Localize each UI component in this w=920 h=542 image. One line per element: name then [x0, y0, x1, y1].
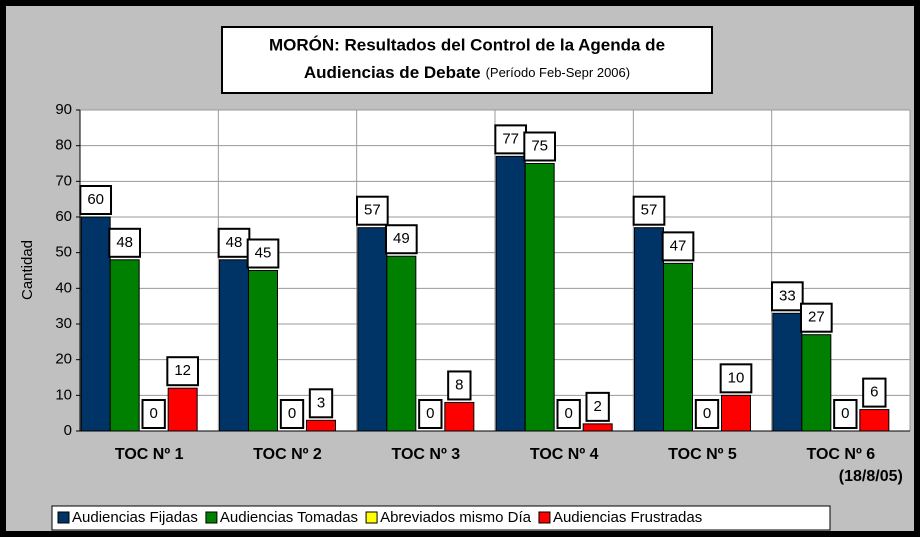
data-label-box [862, 377, 887, 408]
data-label: 57 [641, 202, 658, 219]
y-tick-label: 70 [55, 172, 72, 189]
data-label-box [217, 227, 251, 258]
data-label-box [418, 399, 443, 429]
data-label-box [279, 399, 305, 429]
legend-box [51, 505, 831, 531]
bar [524, 163, 555, 432]
legend-swatch [538, 511, 551, 524]
bar [357, 227, 388, 432]
y-tick-label: 50 [55, 244, 72, 261]
data-label: 57 [364, 202, 381, 219]
data-label-box [384, 224, 418, 255]
y-tick-label: 90 [55, 101, 72, 118]
x-tick-label: TOC Nº 6 (18/8/05) [806, 446, 902, 485]
x-tick-label: TOC Nº 3 [391, 446, 460, 463]
data-label: 0 [288, 405, 296, 422]
data-label: 3 [317, 394, 325, 411]
data-label: 0 [703, 405, 711, 422]
data-label-box [494, 124, 528, 155]
data-label: 0 [564, 405, 572, 422]
bar [167, 387, 198, 432]
x-tick-label: TOC Nº 5 [668, 446, 737, 463]
chart-subtitle: (Período Feb-Sepr 2006) [486, 65, 631, 80]
bar [109, 259, 140, 432]
legend-label: Audiencias Tomadas [220, 509, 358, 526]
bar [721, 394, 751, 432]
data-label: 33 [779, 287, 796, 304]
data-label-box [308, 388, 334, 419]
title-box [221, 26, 713, 94]
legend-swatch [57, 511, 70, 524]
data-label-box [166, 356, 200, 387]
data-label-box [585, 391, 610, 422]
bar [248, 270, 278, 432]
data-label: 8 [455, 376, 463, 393]
chart-title-line: Audiencias de Debate (Período Feb-Sepr 20… [304, 63, 630, 82]
legend-swatch [365, 511, 378, 524]
bar [495, 155, 526, 432]
data-label: 47 [670, 237, 687, 254]
data-label-box [556, 399, 581, 429]
y-tick-label: 40 [55, 279, 72, 296]
data-label-box [79, 185, 113, 215]
x-tick-label: TOC Nº 1 [115, 446, 184, 463]
chart-title: MORÓN: Resultados del Control de la Agen… [269, 35, 665, 54]
legend-swatch [205, 511, 218, 524]
bar [859, 409, 890, 432]
y-tick-label: 20 [55, 351, 72, 368]
bar [634, 227, 664, 432]
y-tick-label: 0 [64, 422, 72, 439]
data-label: 0 [149, 405, 157, 422]
data-label-box [799, 302, 833, 333]
data-label: 2 [593, 398, 601, 415]
x-tick-label: TOC Nº 4 [530, 446, 599, 463]
data-label: 48 [116, 234, 133, 251]
bar [306, 419, 336, 432]
data-label: 6 [870, 384, 878, 401]
data-label: 0 [841, 405, 849, 422]
bar [386, 255, 417, 432]
bar [444, 401, 475, 432]
data-label: 75 [531, 137, 548, 154]
data-label: 10 [728, 369, 745, 386]
data-label: 60 [87, 191, 104, 208]
data-label: 27 [808, 309, 825, 326]
data-label-box [246, 238, 280, 269]
data-label: 77 [502, 130, 519, 147]
legend-label: Audiencias Frustradas [553, 509, 702, 526]
data-label-box [833, 399, 858, 429]
bar [219, 259, 249, 432]
data-label-box [523, 131, 557, 162]
data-label-box [661, 231, 695, 262]
data-label-box [719, 363, 753, 394]
data-label-box [770, 281, 804, 312]
y-tick-label: 80 [55, 137, 72, 154]
data-label-box [141, 399, 166, 429]
y-tick-label: 60 [55, 208, 72, 225]
chart-title: Audiencias de Debate [304, 63, 481, 82]
data-label: 0 [426, 405, 434, 422]
legend-label: Audiencias Fijadas [72, 509, 198, 526]
data-label-box [632, 195, 666, 226]
y-tick-label: 10 [55, 386, 72, 403]
bar [80, 216, 111, 432]
y-tick-label: 30 [55, 315, 72, 332]
data-label: 48 [226, 234, 243, 251]
data-label-box [108, 227, 142, 258]
data-label-box [694, 399, 720, 429]
y-axis-label: Cantidad [19, 240, 36, 300]
bar [801, 334, 832, 432]
data-label-box [355, 195, 389, 226]
data-label: 49 [393, 230, 410, 247]
data-label-box [447, 370, 472, 401]
data-label: 45 [255, 244, 272, 261]
data-label: 12 [174, 362, 191, 379]
legend-label: Abreviados mismo Día [380, 509, 532, 526]
bar [663, 262, 693, 432]
bar [772, 312, 803, 432]
x-tick-label: TOC Nº 2 [253, 446, 322, 463]
bar [582, 423, 613, 432]
